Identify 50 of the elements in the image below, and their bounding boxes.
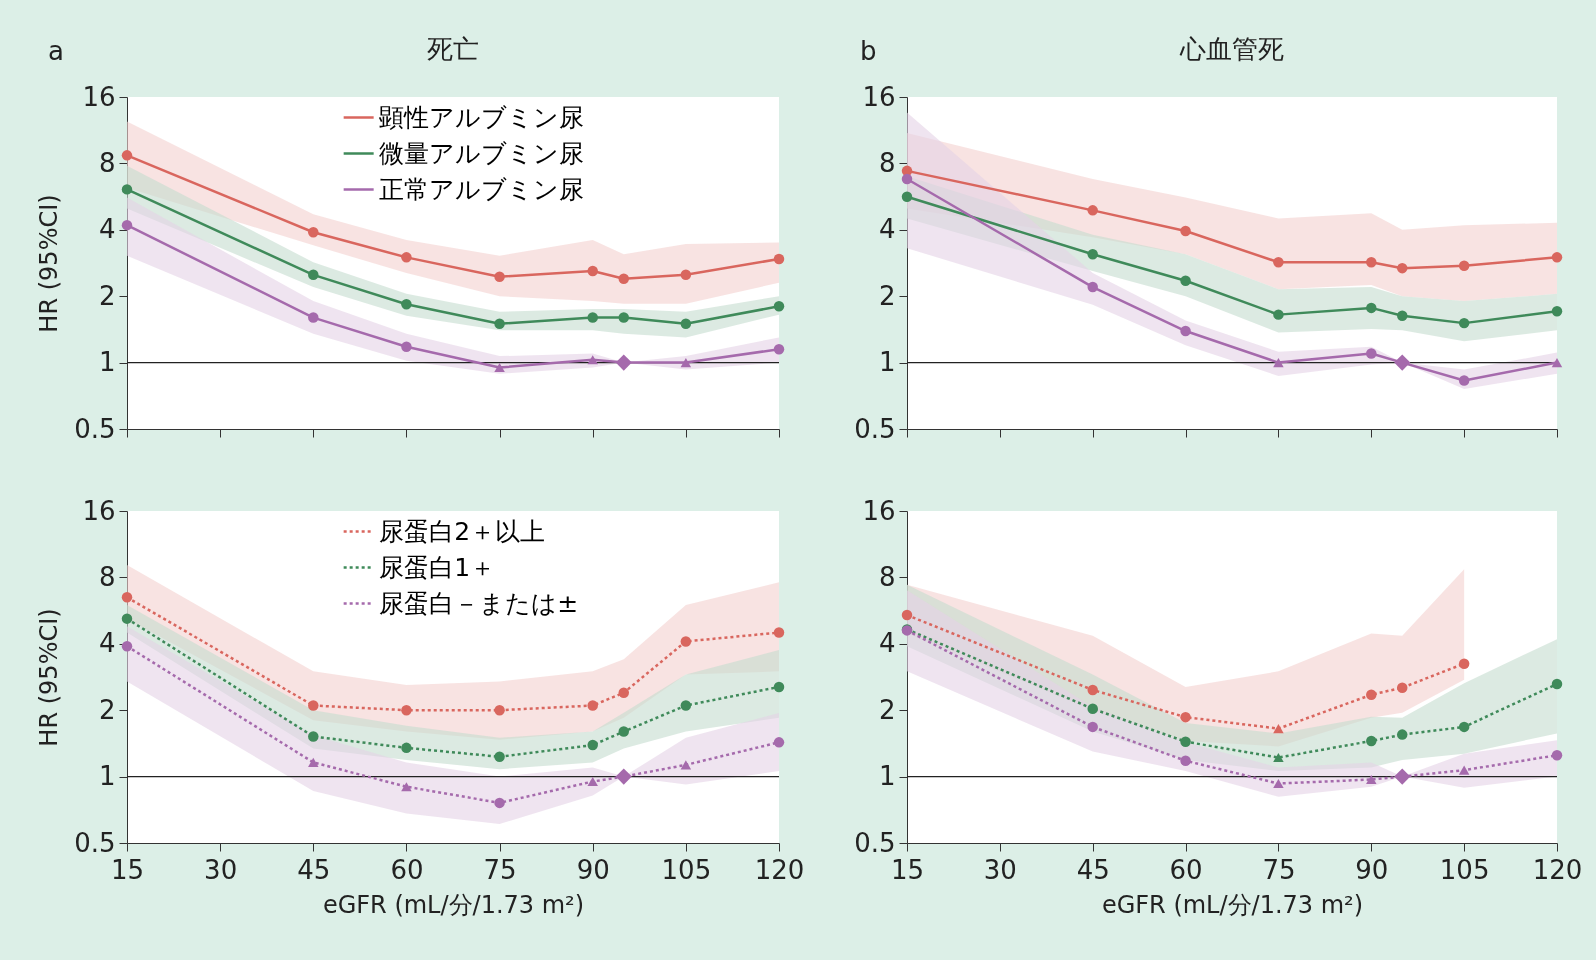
y-tick-label: 4 — [98, 628, 116, 659]
text: b — [860, 36, 877, 66]
y-tick-label: 1 — [878, 761, 896, 792]
legend-label: 微量アルブミン尿 — [379, 138, 585, 168]
y-tick-label: 0.5 — [854, 413, 896, 444]
x-tick-label: 60 — [1169, 854, 1203, 885]
y-tick-label: 1 — [98, 347, 116, 378]
y-tick-label: 4 — [878, 628, 896, 659]
legend-label: 顕性アルブミン尿 — [378, 102, 585, 132]
x-tick-label: 105 — [1439, 854, 1490, 885]
y-tick-label: 1 — [98, 761, 116, 792]
y-tick-label: 2 — [878, 280, 896, 311]
y-tick-label: 16 — [862, 81, 896, 112]
y-tick-label: 0.5 — [74, 413, 116, 444]
y-tick-label: 1 — [878, 347, 896, 378]
x-tick-label: 90 — [1355, 854, 1389, 885]
x-tick-label: 75 — [1262, 854, 1296, 885]
x-tick-label: 120 — [1532, 854, 1583, 885]
y-tick-label: 4 — [878, 214, 896, 245]
y-tick-label: 16 — [82, 81, 116, 112]
y-tick-label: 8 — [98, 147, 116, 178]
x-axis-title: eGFR (mL/分/1.73 m²) — [322, 890, 585, 919]
y-tick-label: 4 — [98, 214, 116, 245]
x-tick-label: 30 — [204, 854, 238, 885]
y-tick-label: 16 — [82, 495, 116, 526]
chart-title: 心血管死 — [1179, 34, 1284, 64]
y-tick-label: 8 — [878, 147, 896, 178]
x-tick-label: 90 — [576, 854, 610, 885]
x-tick-label: 30 — [983, 854, 1017, 885]
y-axis-title: HR (95%CI) — [35, 608, 64, 747]
y-tick-label: 8 — [98, 561, 116, 592]
x-tick-label: 105 — [661, 854, 712, 885]
text: a — [48, 36, 64, 66]
x-tick-label: 60 — [390, 854, 424, 885]
y-tick-label: 2 — [98, 694, 116, 725]
x-tick-label: 45 — [1076, 854, 1110, 885]
x-tick-label: 120 — [754, 854, 805, 885]
x-tick-label: 75 — [483, 854, 517, 885]
legend-label: 尿蛋白2＋以上 — [379, 516, 546, 546]
y-tick-label: 8 — [878, 561, 896, 592]
legend-label: 尿蛋白－または± — [379, 588, 579, 618]
y-tick-label: 2 — [878, 694, 896, 725]
legend-label: 正常アルブミン尿 — [379, 174, 585, 204]
y-axis-title: HR (95%CI) — [35, 194, 64, 333]
y-tick-label: 2 — [98, 280, 116, 311]
y-tick-label: 16 — [862, 495, 896, 526]
x-tick-label: 45 — [297, 854, 331, 885]
x-axis-title: eGFR (mL/分/1.73 m²) — [1101, 890, 1364, 919]
chart-title: 死亡 — [427, 34, 479, 64]
legend-label: 尿蛋白1＋ — [379, 552, 496, 582]
